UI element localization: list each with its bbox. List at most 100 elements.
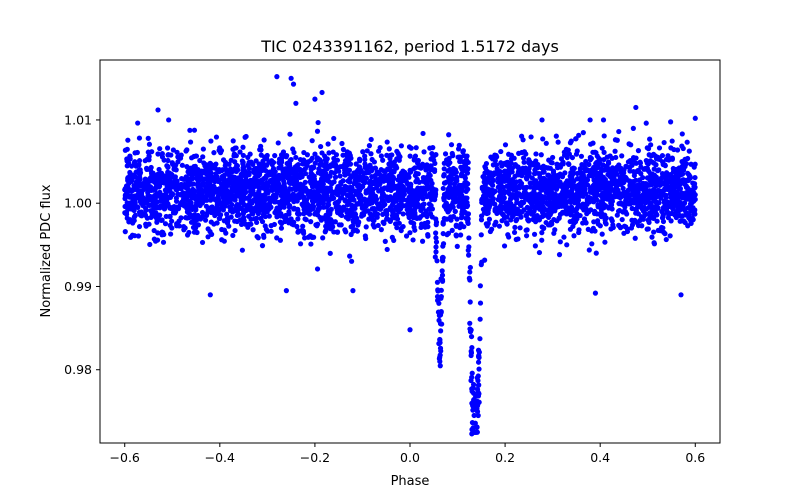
data-point (515, 236, 521, 242)
data-point (317, 193, 323, 199)
data-point (253, 158, 259, 164)
data-point (453, 222, 459, 228)
data-point (653, 174, 659, 180)
data-point (411, 207, 417, 214)
data-point (235, 178, 241, 184)
data-point (651, 160, 657, 166)
data-point (142, 211, 148, 217)
data-point (189, 155, 195, 161)
data-point (602, 217, 608, 223)
data-point (683, 190, 689, 196)
data-point (425, 231, 431, 238)
data-point (426, 201, 433, 207)
data-point (249, 191, 255, 197)
data-point (256, 181, 262, 187)
data-point (503, 161, 509, 168)
data-point (338, 205, 344, 211)
data-point (405, 211, 411, 217)
data-point (469, 370, 475, 376)
data-point (511, 229, 518, 236)
data-point (592, 149, 598, 155)
data-point (173, 198, 180, 204)
data-point (614, 212, 620, 218)
y-tick-label: 0.98 (64, 362, 92, 377)
data-point (570, 217, 576, 223)
data-point (574, 148, 580, 154)
data-point-outlier (592, 290, 599, 296)
data-point (193, 207, 199, 213)
data-point (331, 195, 337, 201)
data-point (501, 243, 508, 249)
data-point (271, 221, 278, 228)
data-point (590, 140, 596, 146)
data-point (523, 233, 530, 239)
data-point (417, 214, 424, 220)
data-point (380, 157, 386, 163)
data-point (390, 201, 396, 207)
data-point (648, 142, 654, 148)
data-point (477, 300, 484, 306)
data-point (419, 238, 426, 244)
data-point (582, 181, 588, 187)
data-point (630, 200, 637, 206)
data-point (625, 159, 632, 165)
data-point (217, 145, 223, 151)
data-point (358, 198, 364, 204)
data-point (623, 224, 629, 230)
data-point (213, 161, 219, 167)
x-tick-label: −0.6 (110, 450, 140, 465)
data-point (493, 152, 499, 159)
data-point (562, 183, 569, 189)
data-point-outlier (692, 115, 698, 121)
data-point (408, 192, 414, 198)
data-point (663, 236, 669, 243)
data-point (348, 175, 354, 181)
data-point (393, 212, 399, 218)
data-point (213, 134, 220, 140)
data-point (467, 277, 473, 283)
data-point (531, 171, 538, 177)
data-point (518, 181, 524, 187)
data-point (447, 174, 453, 180)
data-point (456, 182, 462, 188)
data-point (234, 212, 240, 219)
data-point (375, 222, 381, 229)
data-point (259, 243, 266, 249)
data-point (301, 185, 307, 192)
data-point (208, 219, 214, 225)
data-point (283, 166, 289, 172)
data-point (249, 184, 255, 191)
data-point (552, 173, 558, 179)
data-point (323, 196, 329, 202)
data-point (668, 218, 674, 224)
data-point (318, 198, 325, 204)
data-point (176, 218, 182, 224)
data-point (132, 233, 138, 239)
data-point (209, 177, 215, 183)
data-point (586, 209, 592, 215)
data-point (568, 212, 574, 218)
data-point (513, 218, 519, 224)
data-point (551, 196, 557, 203)
data-point (246, 201, 252, 208)
data-point (567, 140, 574, 146)
data-point (539, 237, 545, 243)
data-point (342, 198, 348, 204)
data-point (439, 272, 446, 278)
data-point (202, 217, 209, 223)
data-point (144, 180, 150, 186)
data-point (539, 224, 545, 230)
data-point (342, 183, 348, 190)
data-point (502, 142, 509, 148)
data-point (521, 191, 527, 197)
data-point (122, 203, 128, 210)
data-point (689, 195, 695, 202)
data-point (293, 154, 299, 161)
data-point (467, 329, 474, 335)
data-point (243, 174, 249, 180)
data-point (305, 210, 311, 216)
data-point (326, 164, 332, 170)
data-point (266, 172, 273, 178)
data-point (498, 206, 504, 213)
data-point (286, 171, 292, 177)
